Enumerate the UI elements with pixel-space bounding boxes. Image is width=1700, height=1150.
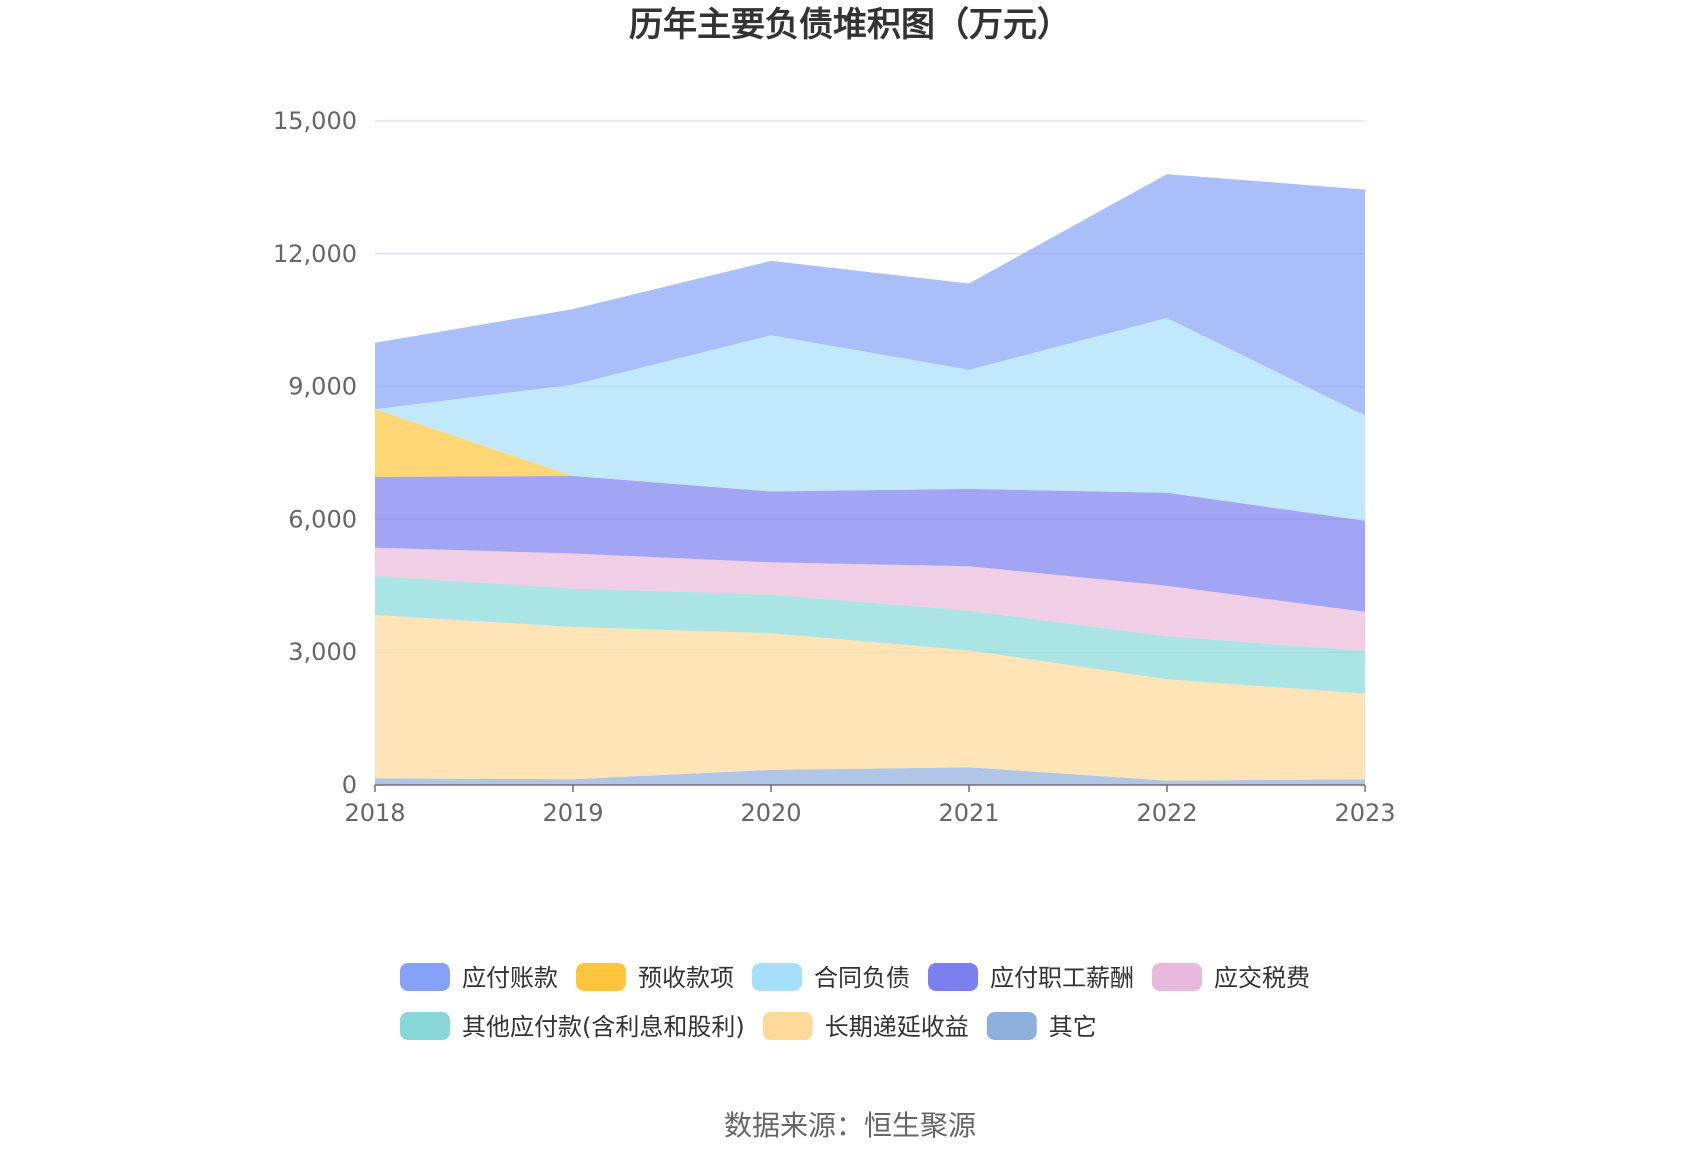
x-tick-label: 2023	[1334, 799, 1395, 827]
area-series-其他应付款(含利息和股利)	[375, 576, 1365, 694]
legend-label: 应付账款	[462, 964, 558, 992]
legend-swatch	[400, 963, 450, 991]
legend-item[interactable]: 其他应付款(含利息和股利)	[400, 1012, 745, 1041]
legend-item[interactable]: 其它	[986, 1012, 1097, 1041]
legend-label: 应交税费	[1214, 964, 1310, 992]
legend-item[interactable]: 合同负债	[752, 963, 910, 992]
area-series-应付职工薪酬	[375, 476, 1365, 612]
y-tick-label: 0	[342, 771, 357, 799]
legend-label: 长期递延收益	[825, 1013, 969, 1041]
legend-item[interactable]: 长期递延收益	[762, 1012, 969, 1041]
legend-swatch	[1152, 963, 1202, 991]
legend-label: 预收款项	[638, 964, 734, 992]
area-series-合同负债	[375, 318, 1365, 521]
y-tick-label: 12,000	[273, 240, 357, 268]
x-tick-label: 2018	[344, 799, 405, 827]
legend-swatch	[400, 1012, 450, 1040]
y-tick-label: 3,000	[288, 638, 357, 666]
legend-label: 应付职工薪酬	[990, 964, 1134, 992]
x-tick-label: 2022	[1136, 799, 1197, 827]
chart-title: 历年主要负债堆积图（万元）	[629, 5, 1071, 45]
legend-label: 其他应付款(含利息和股利)	[462, 1013, 745, 1041]
x-tick-label: 2020	[740, 799, 801, 827]
area-series-长期递延收益	[375, 615, 1365, 781]
legend-item[interactable]: 应付账款	[400, 963, 558, 992]
area-series-应交税费	[375, 547, 1365, 651]
legend-item[interactable]: 预收款项	[576, 963, 734, 992]
y-tick-label: 15,000	[273, 107, 357, 135]
legend-swatch	[986, 1012, 1037, 1040]
area-series	[375, 174, 1365, 785]
y-tick-label: 9,000	[288, 373, 357, 401]
legend-item[interactable]: 应付职工薪酬	[928, 963, 1134, 992]
area-series-其它	[375, 767, 1365, 785]
legend-swatch	[752, 963, 802, 991]
legend-label: 合同负债	[814, 964, 910, 992]
legend-swatch	[928, 963, 978, 991]
y-tick-label: 6,000	[288, 505, 357, 533]
axes: 0 3,000 6,000 9,000 12,000 15,000 2018 2019 2020…	[273, 107, 1396, 827]
legend-label: 其它	[1049, 1013, 1097, 1041]
data-source-note: 数据来源：恒生聚源	[724, 1109, 976, 1142]
legend-item[interactable]: 应交税费	[1152, 963, 1310, 992]
legend-swatch	[576, 963, 626, 991]
area-series-应付账款	[375, 174, 1365, 416]
x-tick-label: 2019	[542, 799, 603, 827]
x-tick-label: 2021	[938, 799, 999, 827]
legend-swatch	[762, 1012, 813, 1040]
